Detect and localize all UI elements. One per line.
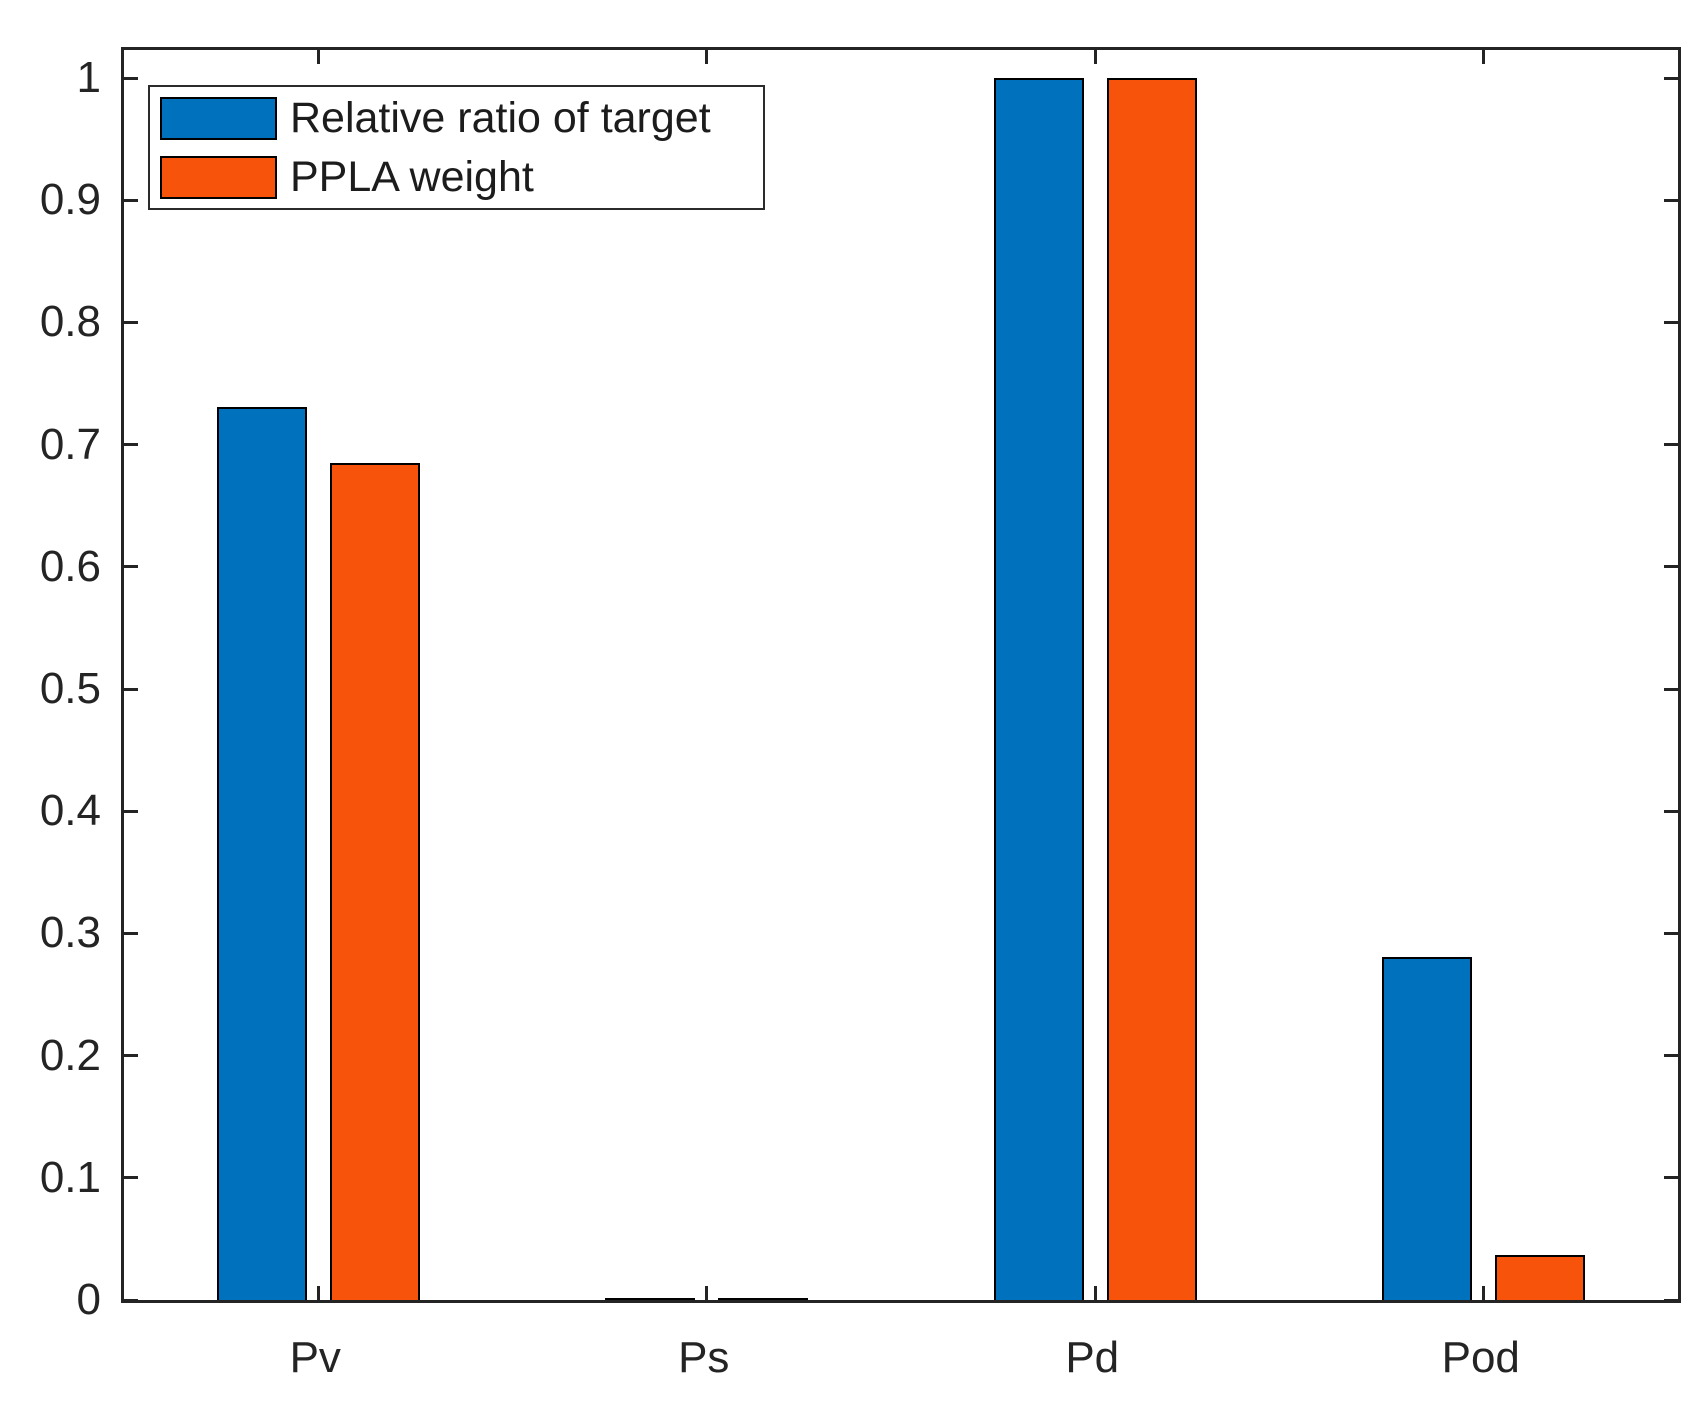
y-tick-label: 0.3 xyxy=(39,908,101,958)
y-tick-left xyxy=(124,76,138,80)
y-tick-label: 0.6 xyxy=(39,541,101,591)
y-tick-label: 0 xyxy=(76,1275,101,1324)
y-tick-left xyxy=(124,1054,138,1058)
x-tick-bottom xyxy=(1482,1286,1486,1300)
y-tick-left xyxy=(124,198,138,202)
y-tick-left xyxy=(124,1176,138,1180)
y-tick-left xyxy=(124,320,138,324)
y-tick-label: 0.7 xyxy=(39,419,101,469)
y-tick-label: 0.2 xyxy=(39,1030,101,1080)
legend-swatch-blue xyxy=(160,96,277,140)
y-tick-right xyxy=(1664,1298,1678,1302)
x-tick-label-Pd: Pd xyxy=(1065,1333,1120,1382)
x-tick-top xyxy=(316,50,320,64)
y-tick-left xyxy=(124,687,138,691)
bar-Pd-blue xyxy=(993,78,1084,1300)
x-tick-top xyxy=(705,50,709,64)
legend-label-ppla-weight: PPLA weight xyxy=(290,153,534,201)
legend-label-relative-ratio-of-target: Relative ratio of target xyxy=(290,94,711,142)
y-tick-left xyxy=(124,1298,138,1302)
x-tick-bottom xyxy=(316,1286,320,1300)
bar-Pod-orange xyxy=(1495,1254,1586,1300)
y-tick-right xyxy=(1664,687,1678,691)
legend-item-ppla-weight: PPLA weight xyxy=(160,154,763,200)
x-tick-label-Pv: Pv xyxy=(289,1333,341,1382)
x-tick-top xyxy=(1093,50,1097,64)
y-tick-left xyxy=(124,809,138,813)
bar-Pv-orange xyxy=(329,463,420,1300)
y-tick-right xyxy=(1664,76,1678,80)
y-tick-label: 1 xyxy=(76,53,101,103)
y-tick-label: 0.9 xyxy=(39,175,101,225)
bar-Pod-blue xyxy=(1382,956,1473,1300)
y-tick-right xyxy=(1664,198,1678,202)
x-tick-label-Ps: Ps xyxy=(678,1333,730,1382)
y-tick-right xyxy=(1664,931,1678,935)
y-tick-right xyxy=(1664,443,1678,447)
y-tick-label: 0.5 xyxy=(39,664,101,714)
y-tick-left xyxy=(124,565,138,569)
x-tick-top xyxy=(1482,50,1486,64)
y-tick-label: 0.1 xyxy=(39,1152,101,1202)
legend-item-relative-ratio-of-target: Relative ratio of target xyxy=(160,95,763,141)
x-tick-bottom xyxy=(1093,1286,1097,1300)
plot-area xyxy=(121,47,1681,1303)
y-tick-right xyxy=(1664,1054,1678,1058)
bar-Ps-orange xyxy=(718,1297,809,1300)
bar-Pd-orange xyxy=(1106,78,1197,1300)
x-tick-label-Pod: Pod xyxy=(1441,1333,1520,1382)
x-tick-bottom xyxy=(705,1286,709,1300)
y-tick-label: 0.4 xyxy=(39,786,101,836)
y-tick-label: 0.8 xyxy=(39,297,101,347)
y-tick-left xyxy=(124,931,138,935)
y-tick-right xyxy=(1664,809,1678,813)
legend: Relative ratio of target PPLA weight xyxy=(148,85,765,210)
y-tick-right xyxy=(1664,1176,1678,1180)
legend-swatch-orange xyxy=(160,155,277,199)
y-tick-left xyxy=(124,443,138,447)
bar-Pv-blue xyxy=(216,406,307,1300)
bar-Ps-blue xyxy=(605,1297,696,1300)
y-tick-right xyxy=(1664,320,1678,324)
y-tick-right xyxy=(1664,565,1678,569)
